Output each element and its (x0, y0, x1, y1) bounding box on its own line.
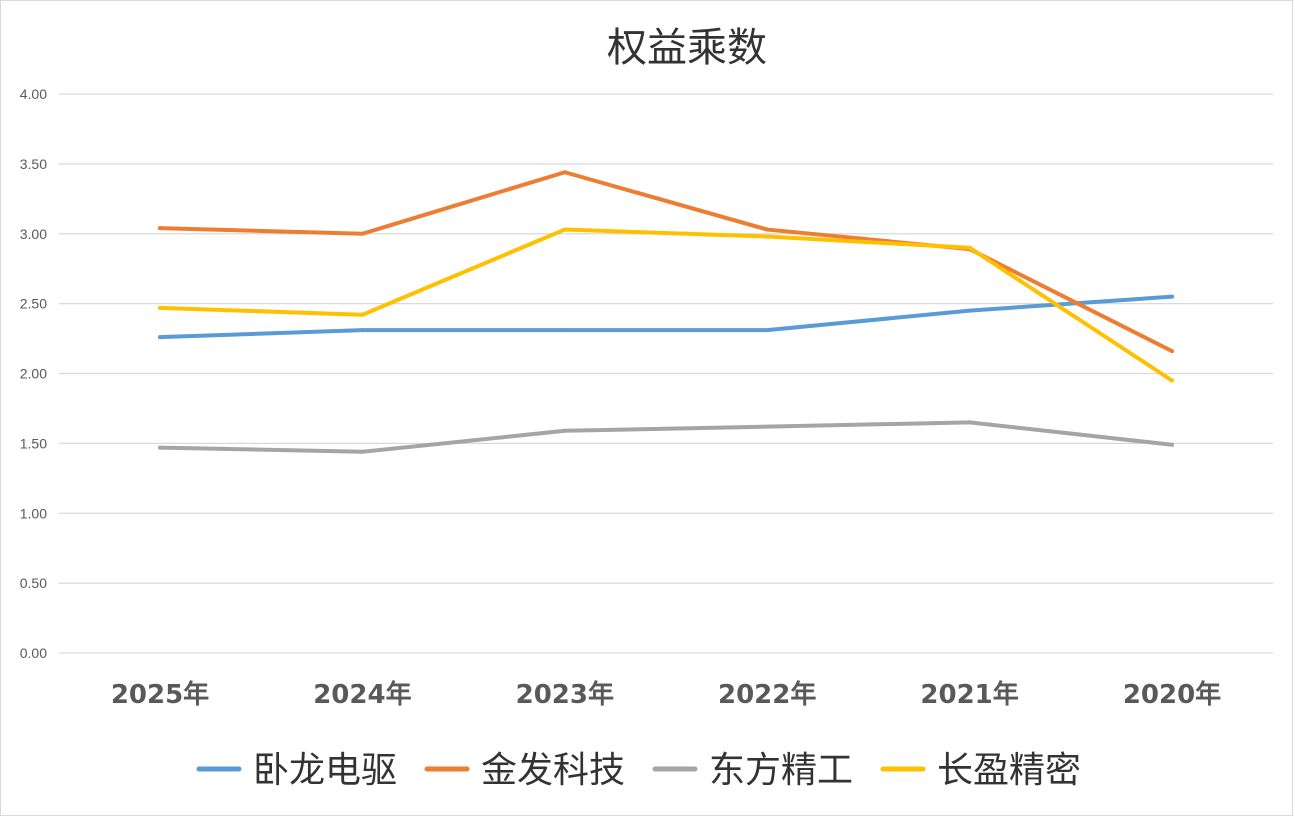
x-tick-label: 2025年 (111, 679, 209, 710)
series-line-3 (158, 420, 1174, 454)
legend-label: 金发科技 (481, 750, 625, 791)
data-point (1170, 349, 1174, 354)
y-tick-label: 0.50 (20, 575, 47, 591)
legend-item-3[interactable]: 东方精工 (652, 750, 853, 791)
x-axis: 2025年 2024年 2023年 2022年 2021年 2020年 (111, 679, 1221, 710)
data-point (360, 312, 365, 317)
data-point (562, 227, 567, 232)
y-tick-label: 1.50 (20, 435, 47, 451)
data-point (1170, 378, 1174, 383)
series-line-2 (158, 170, 1174, 354)
y-tick-label: 2.50 (20, 296, 47, 312)
y-tick-label: 2.00 (20, 366, 47, 382)
legend: 卧龙电驱 金发科技 东方精工 长盈精密 (196, 750, 1081, 791)
data-point (765, 328, 770, 333)
data-point (562, 428, 567, 433)
y-tick-label: 4.00 (20, 86, 47, 102)
x-tick-label: 2024年 (313, 679, 411, 710)
series-line-1 (158, 294, 1174, 340)
data-point (967, 245, 972, 250)
x-tick-label: 2021年 (920, 679, 1018, 710)
legend-item-1[interactable]: 卧龙电驱 (196, 750, 397, 791)
y-tick-label: 0.00 (20, 645, 47, 661)
legend-label: 东方精工 (709, 750, 853, 791)
legend-item-2[interactable]: 金发科技 (424, 750, 625, 791)
data-point (158, 335, 162, 340)
data-point (360, 231, 365, 236)
data-point (967, 308, 972, 313)
data-point (158, 305, 162, 310)
legend-label: 长盈精密 (937, 750, 1081, 791)
x-tick-label: 2020年 (1123, 679, 1221, 710)
legend-item-4[interactable]: 长盈精密 (880, 750, 1081, 791)
x-tick-label: 2023年 (516, 679, 614, 710)
data-point (562, 328, 567, 333)
data-point (765, 234, 770, 239)
x-tick-label: 2022年 (718, 679, 816, 710)
data-point (158, 445, 162, 450)
y-axis: 0.00 0.50 1.00 1.50 2.00 2.50 3.00 3.50 4.00 (20, 86, 47, 661)
data-point (562, 170, 567, 175)
data-point (1170, 294, 1174, 299)
y-tick-label: 1.00 (20, 505, 47, 521)
data-point (158, 226, 162, 231)
chart-title: 权益乘数 (607, 25, 767, 71)
series-lines (158, 170, 1174, 454)
data-point (967, 420, 972, 425)
data-point (360, 328, 365, 333)
y-tick-label: 3.50 (20, 156, 47, 172)
data-point (765, 424, 770, 429)
data-point (765, 227, 770, 232)
series-line-4 (158, 227, 1174, 383)
legend-label: 卧龙电驱 (253, 750, 397, 791)
y-tick-label: 3.00 (20, 226, 47, 242)
data-point (360, 449, 365, 454)
gridlines (59, 93, 1273, 654)
data-point (1170, 442, 1174, 447)
